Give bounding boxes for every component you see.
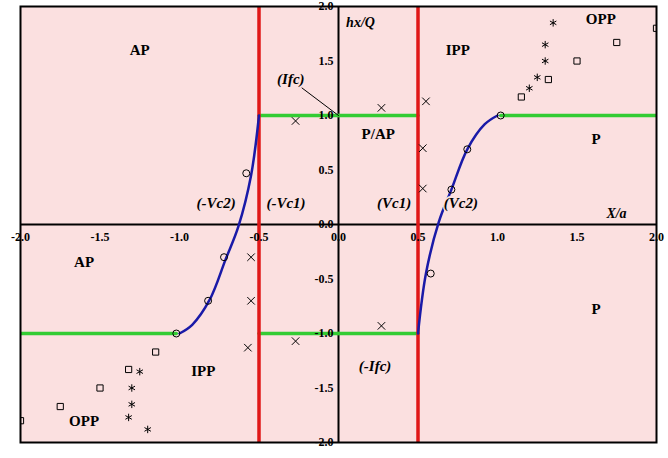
- svg-text:P/AP: P/AP: [362, 126, 395, 142]
- svg-text:IPP: IPP: [446, 42, 470, 58]
- svg-text:IPP: IPP: [191, 363, 215, 379]
- svg-text:0.0: 0.0: [331, 230, 346, 244]
- svg-text:-0.5: -0.5: [250, 230, 269, 244]
- svg-text:0.5: 0.5: [411, 230, 426, 244]
- svg-text:1.0: 1.0: [318, 108, 334, 123]
- svg-text:2.0: 2.0: [649, 230, 664, 244]
- svg-text:(Ifc): (Ifc): [277, 71, 304, 88]
- svg-text:0.5: 0.5: [319, 163, 334, 177]
- svg-text:-2.0: -2.0: [315, 435, 334, 449]
- svg-text:2.0: 2.0: [319, 0, 334, 13]
- svg-text:(Vc1): (Vc1): [377, 195, 411, 212]
- svg-text:AP: AP: [74, 254, 94, 270]
- svg-text:(-Vc2): (-Vc2): [196, 195, 235, 212]
- svg-text:-1.5: -1.5: [91, 230, 110, 244]
- svg-text:X/a: X/a: [605, 206, 626, 221]
- svg-text:P: P: [591, 131, 600, 147]
- svg-text:-1.0: -1.0: [170, 230, 189, 244]
- svg-text:OPP: OPP: [69, 413, 99, 429]
- svg-text:hx/Q: hx/Q: [346, 15, 375, 30]
- svg-text:(Vc2): (Vc2): [444, 195, 478, 212]
- svg-text:(-Ifc): (-Ifc): [359, 358, 391, 375]
- svg-text:1.5: 1.5: [570, 230, 585, 244]
- svg-text:1.0: 1.0: [490, 230, 505, 244]
- svg-text:P: P: [591, 301, 600, 317]
- svg-text:OPP: OPP: [586, 11, 616, 27]
- svg-text:(-Vc1): (-Vc1): [266, 195, 305, 212]
- svg-text:-1.0: -1.0: [315, 326, 334, 340]
- svg-text:0.0: 0.0: [319, 217, 334, 231]
- svg-text:-0.5: -0.5: [315, 272, 334, 286]
- svg-text:AP: AP: [130, 42, 150, 58]
- svg-text:-2.0: -2.0: [11, 230, 30, 244]
- svg-text:1.5: 1.5: [319, 54, 334, 68]
- svg-text:-1.5: -1.5: [315, 381, 334, 395]
